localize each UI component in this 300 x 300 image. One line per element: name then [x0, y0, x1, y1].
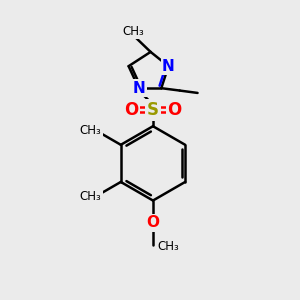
Text: S: S — [147, 101, 159, 119]
Text: O: O — [167, 101, 182, 119]
Text: CH₃: CH₃ — [158, 240, 179, 253]
Text: N: N — [162, 59, 175, 74]
Text: N: N — [132, 81, 145, 96]
Text: CH₃: CH₃ — [80, 124, 101, 137]
Text: CH₃: CH₃ — [80, 190, 101, 202]
Text: CH₃: CH₃ — [123, 25, 145, 38]
Text: O: O — [124, 101, 139, 119]
Text: O: O — [146, 215, 160, 230]
